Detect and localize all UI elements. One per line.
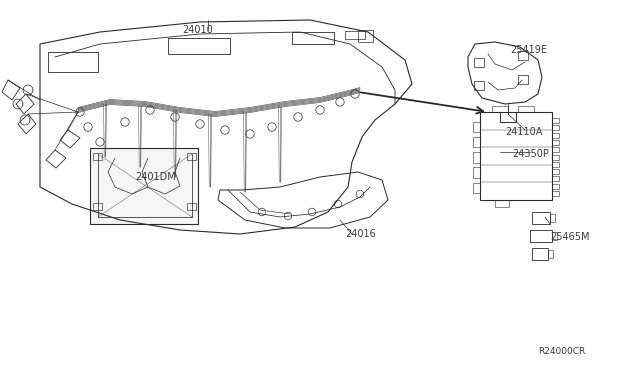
Bar xyxy=(550,214,555,222)
Text: 24350P: 24350P xyxy=(512,149,549,159)
Bar xyxy=(292,32,334,44)
Bar xyxy=(187,153,196,160)
Bar xyxy=(552,154,559,160)
Bar xyxy=(474,137,480,147)
Bar xyxy=(518,51,528,60)
Bar xyxy=(518,75,528,84)
Bar xyxy=(187,203,196,210)
Bar xyxy=(93,203,102,210)
Text: 25465M: 25465M xyxy=(550,232,589,242)
Text: 24110A: 24110A xyxy=(505,127,542,137)
Bar xyxy=(518,106,534,112)
Bar xyxy=(474,183,480,193)
Bar xyxy=(48,52,98,72)
Bar xyxy=(480,112,552,200)
Bar xyxy=(552,118,559,123)
Bar xyxy=(500,112,516,122)
Bar xyxy=(168,38,230,54)
Bar xyxy=(552,147,559,152)
Bar xyxy=(530,230,552,242)
Bar xyxy=(495,200,509,206)
Bar xyxy=(548,250,553,257)
Text: 24010: 24010 xyxy=(182,25,212,35)
Bar xyxy=(552,132,559,138)
Bar xyxy=(474,58,484,67)
Bar xyxy=(474,167,480,178)
Bar xyxy=(93,153,102,160)
Bar xyxy=(492,106,508,112)
Bar xyxy=(552,191,559,196)
Bar xyxy=(474,81,484,90)
Bar xyxy=(552,169,559,174)
Bar xyxy=(552,140,559,145)
Bar xyxy=(552,232,557,240)
Text: 25419E: 25419E xyxy=(510,45,547,55)
Bar xyxy=(552,162,559,167)
Bar xyxy=(358,30,373,42)
Bar xyxy=(474,122,480,132)
Text: 24016: 24016 xyxy=(345,229,376,239)
Bar xyxy=(552,184,559,189)
Bar xyxy=(532,248,548,260)
Bar xyxy=(345,31,365,39)
Bar xyxy=(552,176,559,182)
Text: R24000CR: R24000CR xyxy=(538,347,585,356)
Text: 2401DM: 2401DM xyxy=(135,172,176,182)
Bar xyxy=(532,212,550,224)
Bar xyxy=(474,152,480,163)
Bar xyxy=(90,148,198,224)
Bar xyxy=(552,125,559,130)
